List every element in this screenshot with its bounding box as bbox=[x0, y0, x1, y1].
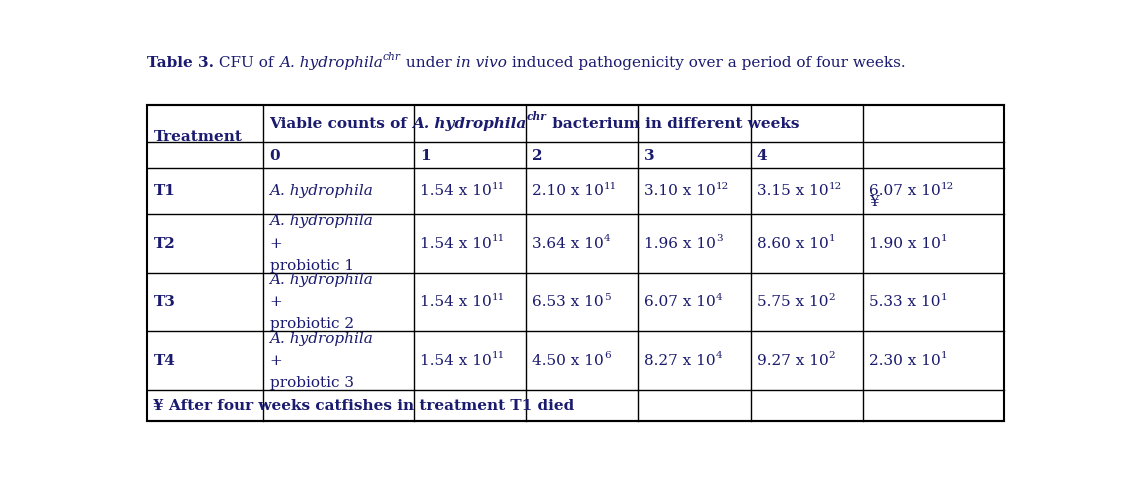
Text: +: + bbox=[270, 237, 282, 251]
Text: 8.27 x 10: 8.27 x 10 bbox=[645, 354, 716, 368]
Text: 2.30 x 10: 2.30 x 10 bbox=[869, 354, 941, 368]
Text: 6.07 x 10: 6.07 x 10 bbox=[645, 295, 716, 309]
Text: A. hydrophila: A. hydrophila bbox=[270, 273, 373, 287]
Text: 9.27 x 10: 9.27 x 10 bbox=[757, 354, 829, 368]
Text: 1.54 x 10: 1.54 x 10 bbox=[420, 295, 492, 309]
Text: 11: 11 bbox=[604, 182, 618, 191]
Text: 1: 1 bbox=[829, 234, 836, 243]
Text: induced pathogenicity over a period of four weeks.: induced pathogenicity over a period of f… bbox=[508, 57, 906, 70]
Text: 1: 1 bbox=[940, 293, 947, 302]
Text: +: + bbox=[270, 354, 282, 368]
Text: 0: 0 bbox=[270, 149, 280, 163]
Text: 2: 2 bbox=[829, 351, 836, 360]
Text: probiotic 2: probiotic 2 bbox=[270, 318, 354, 332]
Text: A. hydrophila: A. hydrophila bbox=[270, 214, 373, 228]
Text: T2: T2 bbox=[154, 237, 175, 251]
Text: 4.50 x 10: 4.50 x 10 bbox=[532, 354, 604, 368]
Text: 5: 5 bbox=[604, 293, 611, 302]
Text: 1: 1 bbox=[941, 351, 948, 360]
Text: 1: 1 bbox=[420, 149, 430, 163]
Bar bbox=[147, 105, 1004, 422]
Text: 1.54 x 10: 1.54 x 10 bbox=[420, 184, 492, 198]
Text: 4: 4 bbox=[757, 149, 767, 163]
Text: 4: 4 bbox=[716, 351, 723, 360]
Text: 6.07 x 10: 6.07 x 10 bbox=[869, 184, 941, 198]
Text: 12: 12 bbox=[716, 182, 730, 191]
Text: 11: 11 bbox=[492, 293, 505, 302]
Text: chr: chr bbox=[383, 52, 401, 62]
Text: ¥ After four weeks catfishes in treatment T1 died: ¥ After four weeks catfishes in treatmen… bbox=[154, 399, 575, 413]
Text: 2.10 x 10: 2.10 x 10 bbox=[532, 184, 604, 198]
Text: 11: 11 bbox=[492, 182, 505, 191]
Text: 1.96 x 10: 1.96 x 10 bbox=[645, 237, 716, 251]
Text: Treatment: Treatment bbox=[154, 130, 243, 143]
Text: 3.15 x 10: 3.15 x 10 bbox=[757, 184, 829, 198]
Text: 6.53 x 10: 6.53 x 10 bbox=[532, 295, 604, 309]
Text: A. hydrophila: A. hydrophila bbox=[279, 57, 383, 70]
Text: 3.64 x 10: 3.64 x 10 bbox=[532, 237, 604, 251]
Text: 8.60 x 10: 8.60 x 10 bbox=[757, 237, 829, 251]
Text: 4: 4 bbox=[604, 234, 611, 243]
Text: 12: 12 bbox=[941, 182, 955, 191]
Text: ¥: ¥ bbox=[869, 195, 879, 209]
Text: probiotic 3: probiotic 3 bbox=[270, 376, 354, 390]
Text: 11: 11 bbox=[492, 234, 505, 243]
Text: 12: 12 bbox=[829, 182, 841, 191]
Text: 3: 3 bbox=[645, 149, 655, 163]
Text: 1.90 x 10: 1.90 x 10 bbox=[869, 237, 941, 251]
Text: chr: chr bbox=[527, 111, 547, 122]
Text: Table 3.: Table 3. bbox=[147, 57, 214, 70]
Text: T1: T1 bbox=[154, 184, 175, 198]
Text: A. hydrophila: A. hydrophila bbox=[412, 117, 527, 131]
Text: probiotic 1: probiotic 1 bbox=[270, 259, 354, 273]
Text: 1.54 x 10: 1.54 x 10 bbox=[420, 237, 492, 251]
Text: under: under bbox=[401, 57, 456, 70]
Text: T4: T4 bbox=[154, 354, 175, 368]
Text: A. hydrophila: A. hydrophila bbox=[270, 184, 373, 198]
Text: 6: 6 bbox=[604, 351, 611, 360]
Text: +: + bbox=[270, 295, 282, 309]
Text: 5.33 x 10: 5.33 x 10 bbox=[869, 295, 940, 309]
Text: A. hydrophila: A. hydrophila bbox=[270, 332, 373, 346]
Text: 11: 11 bbox=[492, 351, 505, 360]
Text: 1.54 x 10: 1.54 x 10 bbox=[420, 354, 492, 368]
Text: 2: 2 bbox=[829, 293, 834, 302]
Text: 3.10 x 10: 3.10 x 10 bbox=[645, 184, 716, 198]
Text: 5.75 x 10: 5.75 x 10 bbox=[757, 295, 829, 309]
Text: 4: 4 bbox=[716, 293, 723, 302]
Text: 3: 3 bbox=[716, 234, 723, 243]
Text: bacterium in different weeks: bacterium in different weeks bbox=[547, 117, 800, 131]
Text: in vivo: in vivo bbox=[456, 57, 508, 70]
Text: 1: 1 bbox=[941, 234, 948, 243]
Text: T3: T3 bbox=[154, 295, 175, 309]
Text: Viable counts of: Viable counts of bbox=[270, 117, 412, 131]
Text: CFU of: CFU of bbox=[214, 57, 279, 70]
Text: 2: 2 bbox=[532, 149, 542, 163]
